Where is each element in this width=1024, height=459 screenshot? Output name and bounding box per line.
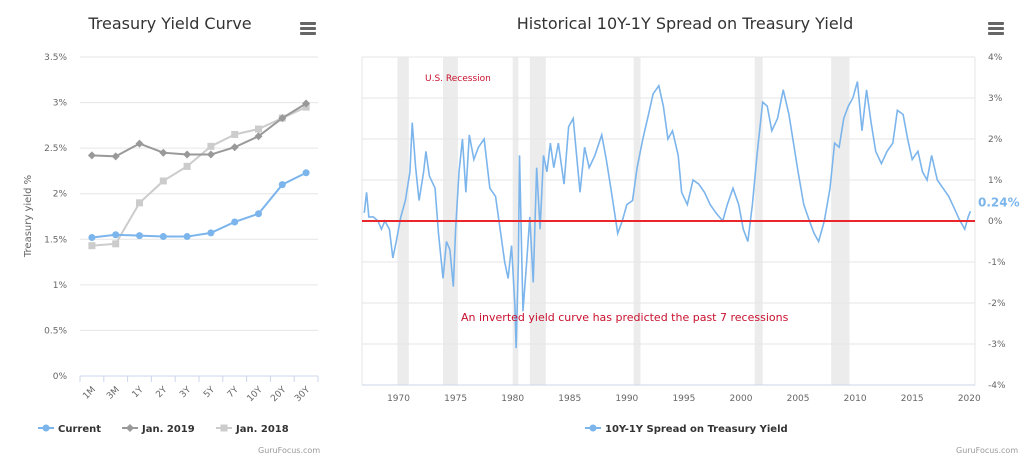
data-point <box>135 139 144 148</box>
y-tick-label: -2% <box>988 299 1006 309</box>
x-tick-label: 2005 <box>787 394 810 404</box>
recession-label: U.S. Recession <box>425 74 491 84</box>
data-point <box>112 240 120 248</box>
yield-curve-chart: 0% 0.5% 1% 1.5% 2% 2.5% 3% 3.5% 1M 3M 1Y 2Y 3Y 5Y 7Y 10… <box>23 53 319 435</box>
y-tick-label: 1% <box>988 176 1003 186</box>
annotation-text: An inverted yield curve has predicted th… <box>461 311 789 324</box>
legend-marker-icon <box>589 424 597 432</box>
x-tick-label: 1Y <box>131 385 146 400</box>
y-tick-label: 3% <box>53 99 68 109</box>
data-point <box>136 199 143 207</box>
y-tick-label: 3.5% <box>44 53 67 63</box>
x-tick-label: 3M <box>105 385 122 402</box>
x-tick-label: 1980 <box>501 394 524 404</box>
data-point <box>159 177 167 185</box>
last-value-label: 0.24% <box>978 196 1020 210</box>
data-point <box>183 233 191 241</box>
x-tick-label: 2015 <box>901 394 924 404</box>
data-point <box>206 150 215 159</box>
legend-item[interactable]: Current <box>58 424 101 435</box>
y-tick-label: -3% <box>988 340 1006 350</box>
legend-marker-icon <box>220 424 228 432</box>
x-tick-label: 1985 <box>558 394 581 404</box>
data-point <box>87 151 96 160</box>
series-line-2 <box>91 106 307 247</box>
x-tick-label: 1975 <box>444 394 467 404</box>
x-tick-label: 1970 <box>387 394 410 404</box>
spread-chart-title: Historical 10Y-1Y Spread on Treasury Yie… <box>516 14 854 33</box>
series-line-0 <box>91 171 307 239</box>
data-point <box>255 210 262 218</box>
x-tick-label: 2Y <box>154 385 169 400</box>
x-tick-label: 2010 <box>844 394 867 404</box>
x-tick-label: 20Y <box>269 385 288 404</box>
data-point <box>231 218 239 226</box>
spread-series-line <box>363 81 972 349</box>
y-tick-label: 2.5% <box>44 144 67 154</box>
data-point <box>302 99 311 108</box>
data-point <box>207 229 215 237</box>
data-point <box>255 125 262 133</box>
x-tick-label: 5Y <box>202 385 217 400</box>
data-point <box>231 130 239 138</box>
data-point <box>183 162 191 170</box>
legend-item[interactable]: 10Y-1Y Spread on Treasury Yield <box>605 424 788 435</box>
data-point <box>278 114 287 123</box>
data-point <box>88 242 96 250</box>
data-point <box>111 152 120 161</box>
x-tick-label: 2020 <box>958 394 981 404</box>
data-point <box>254 132 263 141</box>
y-tick-label: 1% <box>53 281 68 291</box>
x-tick-label: 1990 <box>615 394 638 404</box>
legend-marker-icon <box>126 424 134 432</box>
data-point <box>183 150 192 159</box>
y-tick-label: -4% <box>988 381 1006 391</box>
data-point <box>230 143 239 152</box>
y-tick-label: 0.5% <box>44 326 67 336</box>
data-point <box>159 148 168 157</box>
x-tick-label: 1995 <box>672 394 695 404</box>
legend-marker-icon <box>42 424 50 432</box>
y-tick-label: 0% <box>53 372 68 382</box>
data-point <box>112 231 120 239</box>
spread-chart: -4% -3% -2% -1% 0% 1% 2% 3% 4% 1970 1975 1980 1985 19… <box>361 53 1020 435</box>
data-point <box>159 233 167 241</box>
y-tick-label: 2% <box>988 135 1003 145</box>
y-tick-label: -1% <box>988 258 1006 268</box>
x-tick-label: 2000 <box>730 394 753 404</box>
legend-item[interactable]: Jan. 2018 <box>235 424 289 435</box>
data-point <box>88 233 96 241</box>
yield-curve-menu-icon[interactable] <box>300 22 316 36</box>
x-tick-label: 7Y <box>226 385 241 400</box>
y-tick-label: 4% <box>988 53 1003 63</box>
watermark-right: GuruFocus.com <box>956 446 1019 455</box>
spread-chart-menu-icon[interactable] <box>988 22 1004 36</box>
y-tick-label: 3% <box>988 94 1003 104</box>
x-tick-label: 30Y <box>293 385 312 404</box>
y-tick-label: 0% <box>988 217 1003 227</box>
data-point <box>136 232 143 240</box>
x-tick-label: 10Y <box>246 385 265 404</box>
legend-item[interactable]: Jan. 2019 <box>141 424 195 435</box>
data-point <box>278 181 286 189</box>
data-point <box>302 169 310 177</box>
y-tick-label: 1.5% <box>44 235 67 245</box>
series-line-1 <box>91 102 307 158</box>
data-point <box>207 142 215 150</box>
yield-curve-title: Treasury Yield Curve <box>88 14 252 33</box>
x-tick-label: 3Y <box>178 385 193 400</box>
watermark-left: GuruFocus.com <box>258 446 321 455</box>
x-tick-label: 1M <box>81 385 98 402</box>
y-axis-title: Treasury yield % <box>23 175 34 258</box>
y-tick-label: 2% <box>53 190 68 200</box>
